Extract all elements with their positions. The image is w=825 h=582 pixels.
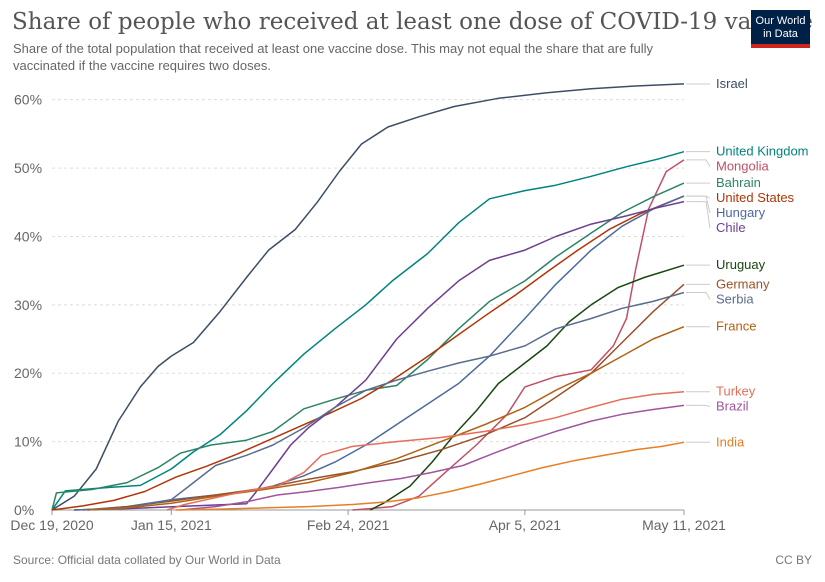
label-connector	[686, 404, 711, 408]
series-label-turkey[interactable]: Turkey	[716, 384, 756, 399]
series-line-uruguay[interactable]	[369, 264, 685, 511]
series-line-france[interactable]	[87, 326, 685, 511]
label-connector	[686, 195, 711, 214]
series-label-india[interactable]: India	[716, 434, 745, 449]
owid-logo[interactable]: Our World in Data	[751, 10, 810, 48]
label-connector	[686, 159, 711, 167]
series-labels: Israel United KingdomMongoliaBahrainUnite…	[686, 76, 809, 449]
x-tick-label: Dec 19, 2020	[10, 517, 93, 533]
series-line-mongolia[interactable]	[352, 159, 685, 511]
series-line-brazil[interactable]	[180, 404, 685, 511]
series-line-germany[interactable]	[87, 283, 685, 511]
series-label-united-states[interactable]: United States	[716, 190, 795, 205]
label-connector	[686, 292, 711, 300]
series-label-serbia[interactable]: Serbia	[716, 291, 754, 306]
x-tick-label: Feb 24, 2021	[307, 517, 390, 533]
x-tick-label: May 11, 2021	[642, 517, 726, 533]
series-label-germany[interactable]: Germany	[716, 276, 770, 291]
grid-lines	[52, 99, 684, 511]
series-line-turkey[interactable]	[166, 390, 685, 511]
series-line-serbia[interactable]	[74, 291, 685, 511]
x-tick-label: Jan 15, 2021	[131, 517, 212, 533]
logo-line-1: Our World	[755, 15, 806, 27]
source-note: Source: Official data collated by Our Wo…	[13, 553, 281, 567]
series-label-mongolia[interactable]: Mongolia	[716, 159, 770, 174]
series-label-united-kingdom[interactable]: United Kingdom	[716, 144, 809, 159]
series-label-israel[interactable]: Israel	[716, 76, 748, 91]
x-tick-label: Apr 5, 2021	[489, 517, 562, 533]
chart-title: Share of people who received at least on…	[12, 9, 813, 35]
series-line-united-kingdom[interactable]	[51, 150, 685, 511]
series-label-bahrain[interactable]: Bahrain	[716, 175, 761, 190]
y-tick-label: 50%	[14, 160, 42, 176]
series-line-united-states[interactable]	[51, 195, 685, 511]
series-label-hungary[interactable]: Hungary	[716, 205, 766, 220]
series-line-israel[interactable]	[51, 83, 685, 511]
x-axis: Dec 19, 2020 Jan 15, 2021 Feb 24, 2021 Apr …	[10, 510, 726, 533]
label-connector	[686, 201, 711, 229]
series-lines	[51, 83, 685, 511]
series-label-chile[interactable]: Chile	[716, 220, 746, 235]
license-link[interactable]: CC BY	[775, 553, 812, 567]
series-label-uruguay[interactable]: Uruguay	[716, 257, 766, 272]
y-tick-label: 0%	[14, 502, 34, 518]
logo-line-2: in Data	[763, 28, 798, 40]
y-tick-label: 40%	[14, 228, 42, 244]
series-label-france[interactable]: France	[716, 319, 756, 334]
series-line-bahrain[interactable]	[51, 182, 685, 511]
y-tick-label: 20%	[14, 365, 42, 381]
series-line-india[interactable]	[175, 441, 685, 511]
series-label-brazil[interactable]: Brazil	[716, 399, 749, 414]
y-tick-label: 30%	[14, 297, 42, 313]
y-axis: 0% 10% 20% 30% 40% 50% 60%	[14, 92, 42, 518]
y-tick-label: 60%	[14, 92, 42, 108]
chart-subtitle: Share of the total population that recei…	[13, 41, 654, 73]
y-tick-label: 10%	[14, 434, 42, 450]
